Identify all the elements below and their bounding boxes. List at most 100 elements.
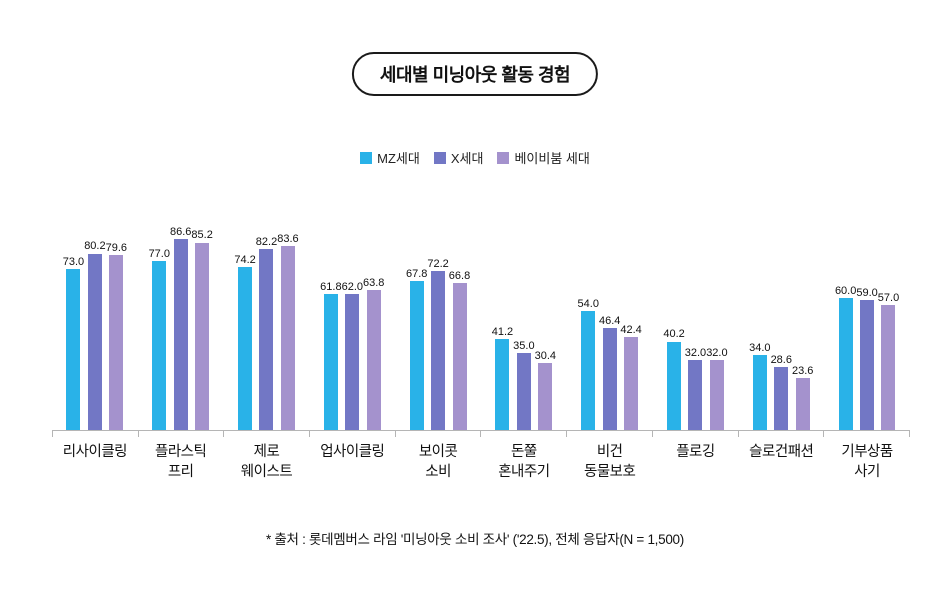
bar-value-label: 62.0 — [341, 280, 363, 293]
bar-value-label: 74.2 — [234, 253, 256, 266]
x-axis-label: 제로 웨이스트 — [240, 444, 293, 480]
category-group: 54.0 46.4 42.4 — [567, 218, 653, 430]
axis-tick — [566, 431, 568, 437]
bar-value-label: 57.0 — [877, 291, 900, 304]
bar-베이비붐 세대 — [366, 289, 381, 430]
legend-item-x: X세대 — [433, 148, 484, 167]
category-group: 77.0 86.6 85.2 — [138, 218, 224, 430]
bar-MZ세대 — [238, 266, 253, 430]
bar-베이비붐 세대 — [538, 363, 553, 430]
bar-value-label: 63.8 — [363, 276, 385, 289]
axis-tick — [651, 431, 653, 437]
x-axis-label: 리사이클링 — [62, 444, 128, 460]
category-group: 41.2 35.0 30.4 — [481, 218, 567, 430]
x-axis-label: 슬로건패션 — [749, 444, 814, 460]
axis-tick — [737, 431, 739, 437]
bar-X세대 — [860, 300, 875, 430]
x-axis-labels: 리사이클링 플라스틱 프리 제로 웨이스트 업사이클링 보이콧 소비 돈쭐 혼내주기 비건 … — [52, 437, 910, 482]
category-group: 61.8 62.0 63.8 — [309, 218, 395, 430]
legend-label-babyboom: 베이비붐 세대 — [514, 151, 590, 166]
chart-legend: MZ세대 X세대 베이비붐 세대 — [0, 148, 950, 167]
bar-X세대 — [87, 253, 102, 430]
category-group: 73.0 80.2 79.6 — [52, 218, 138, 430]
bar-MZ세대 — [409, 280, 424, 430]
bar-X세대 — [345, 293, 360, 430]
axis-tick — [309, 431, 311, 437]
axis-tick — [52, 431, 53, 437]
bar-value-label: 32.0 — [684, 346, 707, 359]
bar-X세대 — [688, 359, 703, 430]
bar-value-label: 41.2 — [491, 326, 514, 339]
bar-MZ세대 — [66, 269, 81, 430]
bar-MZ세대 — [152, 260, 167, 430]
bar-value-label: 54.0 — [577, 298, 599, 311]
bar-X세대 — [516, 353, 531, 430]
bar-X세대 — [431, 271, 446, 430]
source-footnote: * 출처 : 롯데멤버스 라임 '미닝아웃 소비 조사' ('22.5), 전체… — [266, 532, 684, 547]
bar-베이비붐 세대 — [709, 359, 724, 430]
bar-value-label: 77.0 — [148, 247, 170, 260]
bar-베이비붐 세대 — [795, 378, 810, 430]
legend-item-babyboom: 베이비붐 세대 — [497, 148, 590, 167]
bar-value-label: 40.2 — [663, 328, 685, 341]
x-axis-label: 비건 동물보호 — [583, 444, 636, 480]
x-axis-label: 기부상품 사기 — [841, 444, 893, 480]
bar-chart: 73.0 80.2 79.6 77.0 86.6 85.2 74.2 82.2 83.6 61.8… — [52, 218, 910, 482]
x-axis-label: 보이콧 소비 — [418, 444, 458, 480]
axis-tick — [394, 431, 396, 437]
category-group: 67.8 72.2 66.8 — [395, 218, 481, 430]
bar-value-label: 46.4 — [598, 314, 621, 327]
axis-tick — [137, 431, 139, 437]
bar-value-label: 82.2 — [255, 236, 278, 249]
bar-value-label: 35.0 — [513, 339, 535, 352]
legend-swatch-mz-icon — [360, 151, 373, 164]
bar-value-label: 85.2 — [191, 229, 213, 242]
bar-value-label: 61.8 — [320, 280, 342, 293]
bar-X세대 — [774, 367, 789, 430]
legend-swatch-x-icon — [433, 151, 446, 164]
bar-value-label: 34.0 — [749, 342, 771, 355]
bar-value-label: 80.2 — [84, 240, 106, 253]
x-axis-label: 돈쭐 혼내주기 — [498, 444, 550, 480]
bar-X세대 — [173, 239, 188, 430]
bar-베이비붐 세대 — [195, 242, 210, 430]
bar-베이비붐 세대 — [452, 283, 467, 430]
bar-value-label: 83.6 — [277, 233, 299, 245]
legend-label-x: X세대 — [450, 151, 484, 166]
bar-value-label: 60.0 — [834, 284, 857, 297]
bar-베이비붐 세대 — [624, 336, 639, 430]
bar-베이비붐 세대 — [280, 246, 295, 430]
category-group: 74.2 82.2 83.6 — [224, 218, 310, 430]
bar-value-label: 73.0 — [62, 256, 85, 269]
bar-value-label: 86.6 — [169, 226, 192, 239]
category-group: 34.0 28.6 23.6 — [738, 218, 824, 430]
bar-MZ세대 — [581, 311, 596, 430]
category-group: 60.0 59.0 57.0 — [824, 218, 910, 430]
bar-value-label: 42.4 — [620, 323, 642, 336]
x-axis-label: 플라스틱 프리 — [155, 444, 207, 480]
axis-tick — [908, 431, 910, 437]
bar-MZ세대 — [323, 294, 338, 430]
chart-title: 세대별 미닝아웃 활동 경험 — [351, 52, 599, 96]
bar-value-label: 79.6 — [105, 241, 128, 254]
bar-value-label: 59.0 — [856, 287, 878, 300]
bar-MZ세대 — [495, 339, 510, 430]
bar-value-label: 67.8 — [405, 267, 428, 280]
bar-MZ세대 — [667, 341, 682, 430]
axis-tick — [223, 431, 225, 437]
bar-value-label: 30.4 — [534, 350, 557, 363]
category-group: 40.2 32.0 32.0 — [653, 218, 739, 430]
legend-swatch-babyboom-icon — [497, 151, 510, 164]
bar-베이비붐 세대 — [881, 304, 896, 430]
x-axis-label: 업사이클링 — [320, 444, 385, 460]
bar-value-label: 32.0 — [706, 346, 728, 359]
bar-X세대 — [259, 249, 274, 430]
bar-MZ세대 — [752, 355, 767, 430]
bar-value-label: 66.8 — [448, 269, 471, 282]
bar-value-label: 28.6 — [770, 354, 792, 366]
plot-area: 73.0 80.2 79.6 77.0 86.6 85.2 74.2 82.2 83.6 61.8… — [52, 218, 910, 431]
bar-MZ세대 — [838, 298, 853, 430]
axis-ticks — [52, 431, 910, 437]
legend-label-mz: MZ세대 — [377, 151, 420, 166]
